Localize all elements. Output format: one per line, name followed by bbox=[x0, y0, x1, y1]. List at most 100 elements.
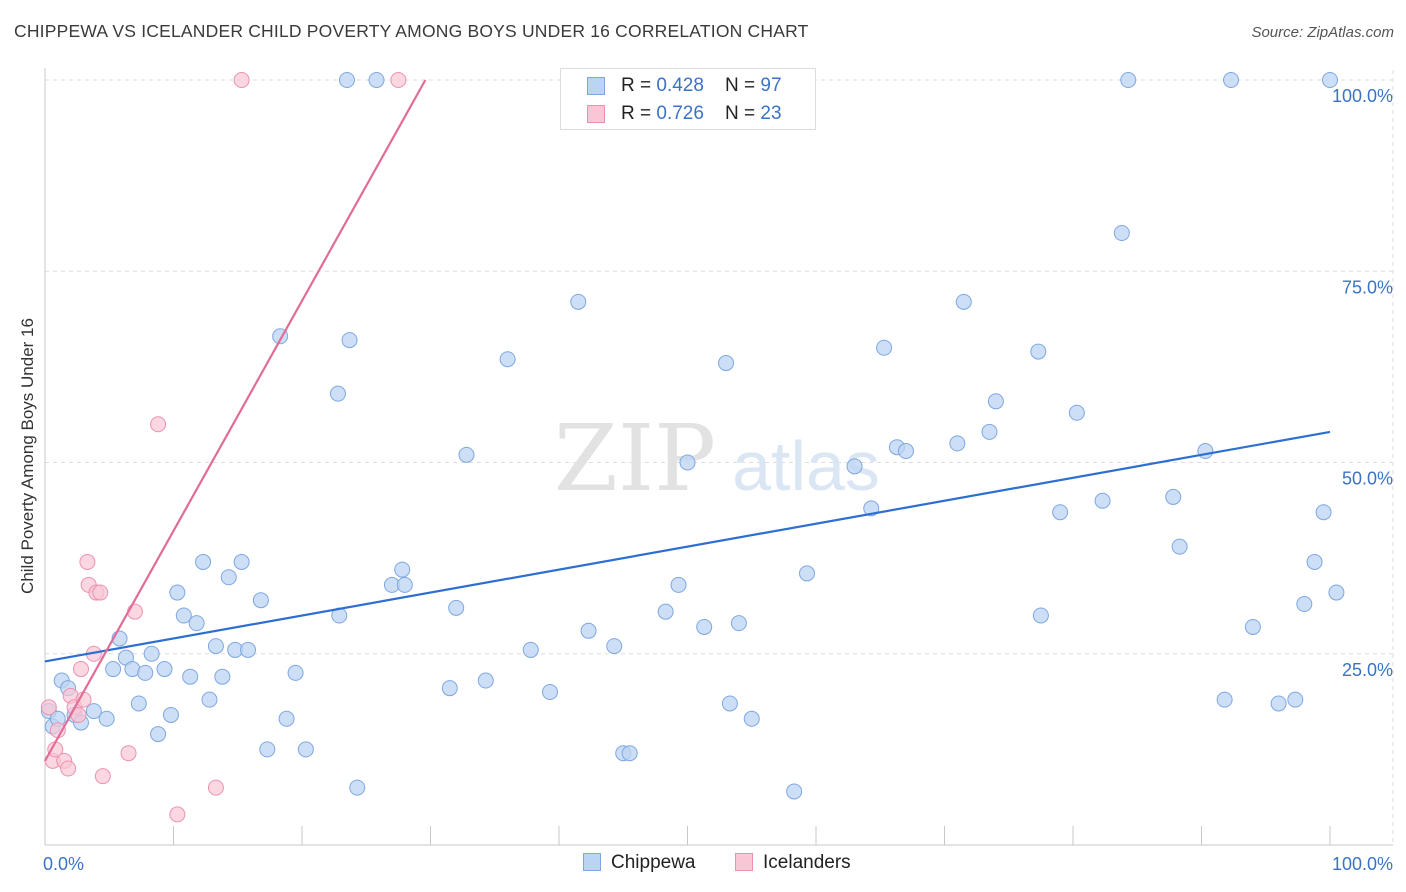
chippewa-legend-label: Chippewa bbox=[611, 852, 696, 873]
chippewa-r-value: 0.428 bbox=[656, 75, 704, 96]
chippewa-point bbox=[743, 710, 760, 727]
chippewa-point bbox=[1296, 596, 1313, 613]
chippewa-point bbox=[1113, 225, 1130, 241]
chippewa-point bbox=[477, 672, 494, 689]
chippewa-point bbox=[188, 615, 205, 632]
chippewa-point bbox=[105, 661, 122, 678]
chippewa-point bbox=[987, 393, 1004, 410]
chippewa-point bbox=[233, 553, 250, 570]
chippewa-point bbox=[1052, 504, 1069, 521]
chippewa-point bbox=[621, 745, 638, 762]
chippewa-point bbox=[252, 592, 269, 609]
chippewa-point bbox=[718, 355, 735, 372]
chippewa-point bbox=[1032, 607, 1049, 624]
chippewa-point bbox=[696, 618, 713, 635]
icelander-point bbox=[120, 745, 137, 762]
icelander-point bbox=[207, 779, 224, 796]
chippewa-point bbox=[220, 569, 237, 586]
chippewa-point bbox=[499, 351, 516, 368]
chippewa-point bbox=[394, 561, 411, 578]
chippewa-point bbox=[799, 565, 816, 582]
chippewa-point bbox=[85, 703, 102, 720]
chart-title: CHIPPEWA VS ICELANDER CHILD POVERTY AMON… bbox=[14, 21, 809, 41]
chippewa-point bbox=[981, 423, 998, 440]
icelander-legend-swatch bbox=[735, 853, 753, 871]
chippewa-point bbox=[955, 293, 972, 310]
x-tick-label-max: 100.0% bbox=[1332, 854, 1393, 874]
chippewa-point bbox=[897, 443, 914, 460]
chippewa-point bbox=[175, 607, 192, 624]
chippewa-point bbox=[297, 741, 314, 758]
chippewa-point bbox=[1068, 404, 1085, 421]
icelander-point bbox=[150, 416, 167, 433]
chippewa-point bbox=[214, 668, 231, 685]
icelander-trend-line bbox=[44, 79, 427, 762]
chippewa-point bbox=[341, 332, 358, 349]
chippewa-point bbox=[1223, 72, 1240, 88]
chippewa-point bbox=[137, 664, 154, 681]
icelander-legend-label: Icelanders bbox=[763, 852, 851, 873]
chippewa-point bbox=[570, 293, 587, 310]
chippewa-point bbox=[441, 680, 458, 697]
chippewa-point bbox=[1315, 504, 1332, 521]
chippewa-point bbox=[182, 668, 199, 685]
icelander-point bbox=[169, 806, 186, 823]
chippewa-point bbox=[721, 695, 738, 712]
chippewa-point bbox=[846, 458, 863, 475]
y-tick-label: 50.0% bbox=[1342, 469, 1393, 489]
chippewa-point bbox=[542, 684, 559, 700]
icelander-point bbox=[92, 584, 109, 601]
chippewa-point bbox=[207, 638, 224, 655]
chippewa-point bbox=[1244, 618, 1261, 635]
chippewa-n-label: N = bbox=[725, 75, 761, 96]
chippewa-point bbox=[338, 72, 355, 88]
chippewa-point bbox=[329, 385, 346, 402]
tick-labels: 25.0% 50.0% 75.0% 100.0% 0.0% 100.0% bbox=[43, 86, 1393, 874]
chippewa-point bbox=[259, 741, 276, 758]
chippewa-point bbox=[349, 779, 366, 796]
chippewa-point bbox=[1197, 443, 1214, 460]
chippewa-point bbox=[143, 645, 160, 662]
x-tick-label-min: 0.0% bbox=[43, 854, 84, 874]
chippewa-point bbox=[786, 783, 803, 800]
chippewa-point bbox=[522, 641, 539, 658]
y-tick-label: 100.0% bbox=[1332, 86, 1393, 106]
icelander-n-value: 23 bbox=[760, 103, 782, 124]
chippewa-point bbox=[1171, 538, 1188, 555]
chippewa-point bbox=[448, 599, 465, 616]
chippewa-point bbox=[1322, 72, 1338, 88]
chippewa-point bbox=[169, 584, 186, 601]
y-tick-label: 75.0% bbox=[1342, 277, 1393, 297]
chippewa-point bbox=[1094, 492, 1111, 509]
chippewa-point bbox=[98, 710, 115, 727]
chippewa-trend-line bbox=[44, 430, 1331, 663]
icelander-point bbox=[233, 72, 250, 88]
stats-legend: R = 0.428 N = 97 R = 0.726 N = 23 bbox=[560, 68, 816, 130]
chippewa-points bbox=[40, 72, 1345, 800]
icelander-point bbox=[94, 768, 111, 785]
icelander-r-value: 0.726 bbox=[656, 103, 704, 124]
chippewa-point bbox=[130, 695, 147, 712]
y-tick-label: 25.0% bbox=[1342, 660, 1393, 680]
icelander-point bbox=[72, 661, 89, 678]
chippewa-point bbox=[1306, 553, 1323, 570]
icelander-point bbox=[60, 760, 77, 777]
chippewa-swatch bbox=[587, 77, 605, 95]
chippewa-point bbox=[156, 661, 173, 678]
chippewa-point bbox=[1120, 72, 1137, 88]
icelander-points bbox=[40, 72, 407, 823]
chippewa-point bbox=[278, 710, 295, 727]
grid-lines bbox=[45, 70, 1394, 845]
watermark: ZIP atlas bbox=[554, 405, 880, 512]
y-axis-label: Child Poverty Among Boys Under 16 bbox=[18, 318, 37, 594]
chippewa-legend-swatch bbox=[583, 853, 601, 871]
chippewa-point bbox=[287, 664, 304, 681]
trend-lines bbox=[44, 79, 1331, 762]
source-credit: Source: ZipAtlas.com bbox=[1251, 24, 1394, 41]
icelander-r-label: R = bbox=[621, 103, 657, 124]
icelander-point bbox=[126, 603, 143, 620]
chippewa-point bbox=[679, 454, 696, 471]
chippewa-point bbox=[1030, 343, 1047, 360]
chippewa-point bbox=[580, 622, 597, 639]
